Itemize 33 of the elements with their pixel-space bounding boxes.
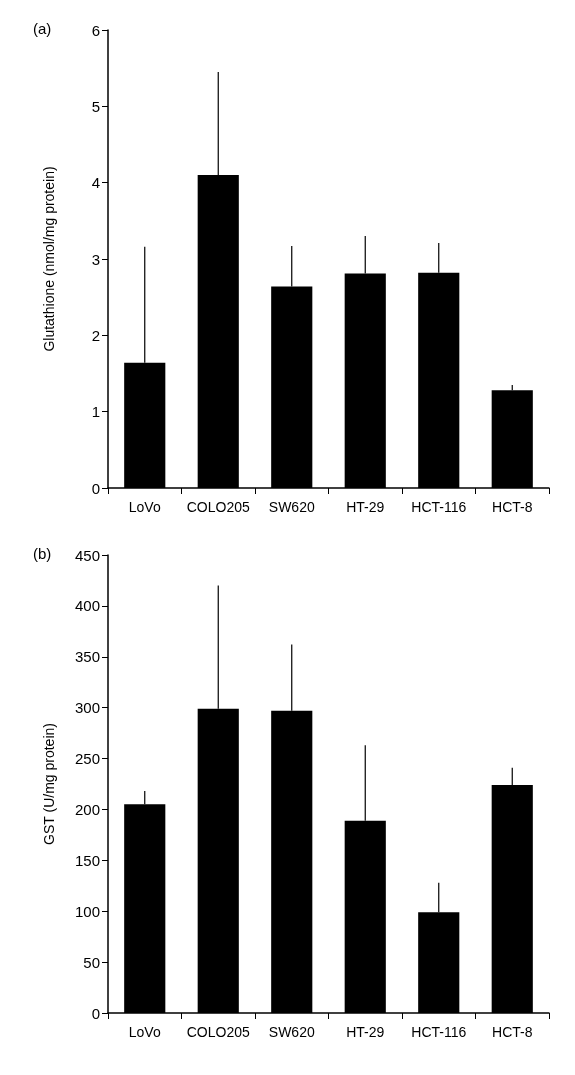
x-tick-label: COLO205 xyxy=(186,499,250,515)
x-tick-label: HCT-8 xyxy=(492,499,533,515)
y-tick-label: 5 xyxy=(91,97,100,115)
y-tick-label: 100 xyxy=(74,902,100,920)
y-axis-title: Glutathione (nmol/mg protein) xyxy=(41,166,57,352)
chart-title: (a) xyxy=(33,20,52,37)
y-tick-label: 450 xyxy=(74,546,100,564)
x-tick-label: SW620 xyxy=(268,1024,315,1040)
y-tick-label: 4 xyxy=(91,174,100,192)
x-tick-label: HT-29 xyxy=(346,1024,385,1040)
y-tick-label: 0 xyxy=(91,1004,100,1022)
y-tick-label: 1 xyxy=(91,403,100,421)
x-tick-label: HCT-8 xyxy=(492,1024,533,1040)
x-tick-label: LoVo xyxy=(128,1024,161,1040)
y-tick-label: 6 xyxy=(91,21,100,39)
x-tick-label: HCT-116 xyxy=(411,499,467,515)
y-tick-label: 0 xyxy=(91,479,100,497)
x-tick-label: HCT-116 xyxy=(411,1024,467,1040)
x-tick-label: LoVo xyxy=(128,499,161,515)
y-tick-label: 150 xyxy=(74,851,100,869)
y-tick-label: 300 xyxy=(74,699,100,717)
y-tick-label: 50 xyxy=(83,953,100,971)
chart-title: (b) xyxy=(33,545,52,562)
y-tick-label: 2 xyxy=(91,326,100,344)
y-tick-label: 3 xyxy=(91,250,100,268)
x-tick-label: HT-29 xyxy=(346,499,385,515)
y-tick-label: 350 xyxy=(74,648,100,666)
y-tick-label: 250 xyxy=(74,750,100,768)
x-tick-label: COLO205 xyxy=(186,1024,250,1040)
y-tick-label: 200 xyxy=(74,800,100,818)
y-axis-title: GST (U/mg protein) xyxy=(41,723,57,845)
y-tick-label: 400 xyxy=(74,597,100,615)
x-tick-label: SW620 xyxy=(268,499,315,515)
